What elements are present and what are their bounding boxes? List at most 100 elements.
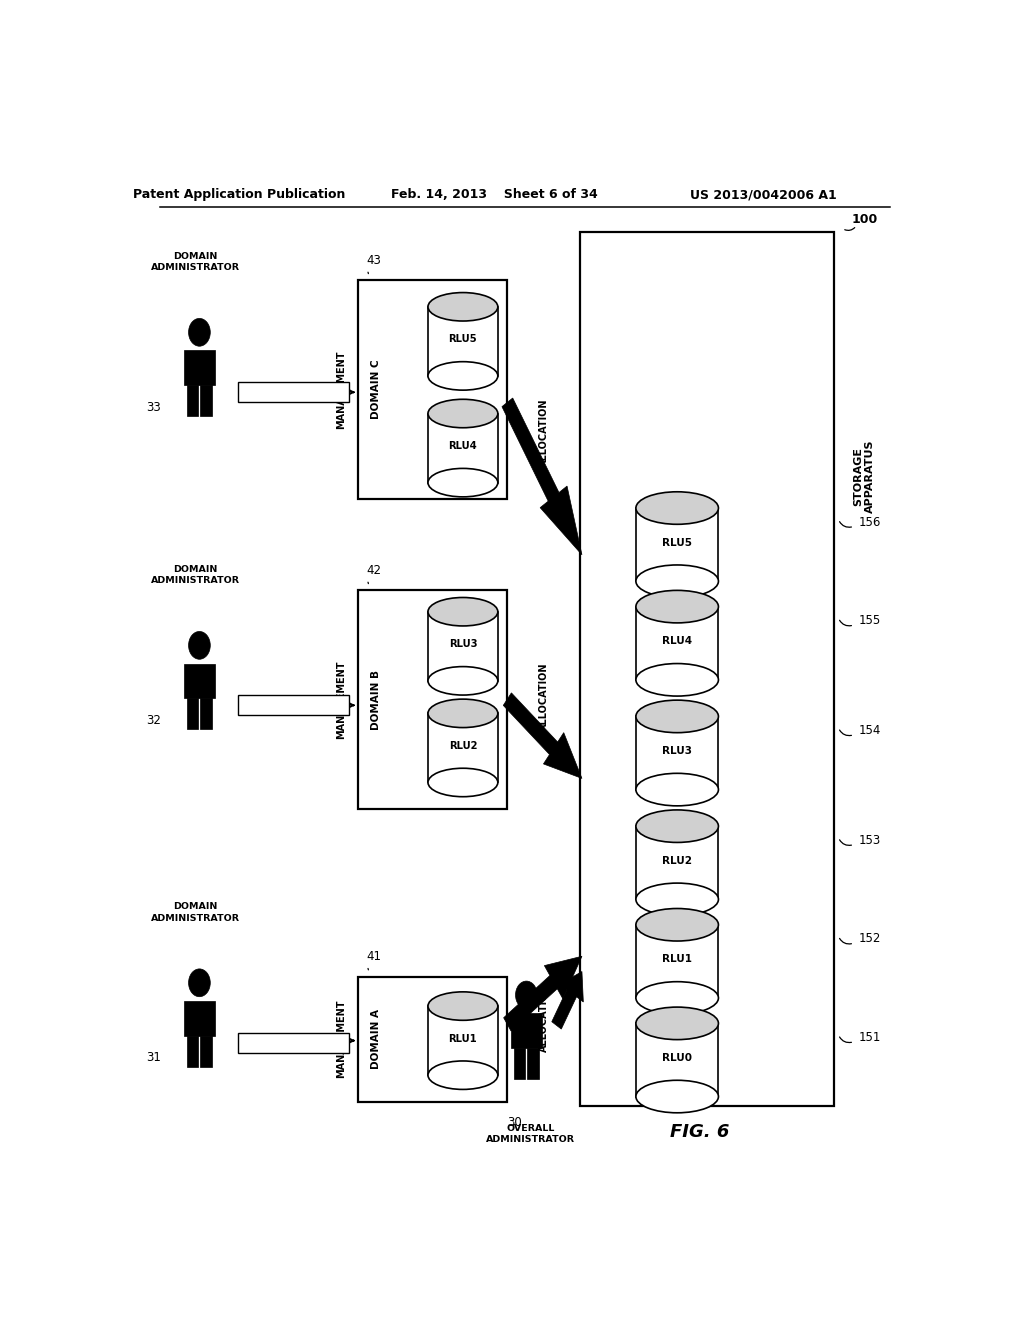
Polygon shape <box>552 972 584 1030</box>
Bar <box>636 508 719 581</box>
Text: 43: 43 <box>367 253 381 267</box>
Text: RLU2: RLU2 <box>663 855 692 866</box>
Text: STORAGE
APPARATUS: STORAGE APPARATUS <box>854 440 876 513</box>
Polygon shape <box>502 399 582 554</box>
Ellipse shape <box>428 293 498 321</box>
Bar <box>636 826 719 899</box>
Bar <box>636 717 719 789</box>
Bar <box>183 664 215 698</box>
Text: DOMAIN
ADMINISTRATOR: DOMAIN ADMINISTRATOR <box>151 903 240 923</box>
Text: MANAGEMENT: MANAGEMENT <box>336 999 346 1078</box>
Text: ALLOCATION: ALLOCATION <box>539 663 549 731</box>
Ellipse shape <box>428 362 498 391</box>
Text: 151: 151 <box>859 1031 882 1044</box>
Polygon shape <box>503 693 582 779</box>
Text: Feb. 14, 2013  Sheet 6 of 34: Feb. 14, 2013 Sheet 6 of 34 <box>391 189 598 202</box>
Text: 42: 42 <box>367 564 381 577</box>
Bar <box>201 385 212 416</box>
Bar <box>358 280 507 499</box>
Text: RLU4: RLU4 <box>449 441 477 451</box>
Ellipse shape <box>428 667 498 696</box>
Text: ALLOCATION: ALLOCATION <box>539 983 549 1052</box>
Text: 31: 31 <box>146 1052 162 1064</box>
Text: RLU5: RLU5 <box>663 537 692 548</box>
Bar <box>514 1048 525 1078</box>
Ellipse shape <box>636 1007 719 1040</box>
Text: RLU3: RLU3 <box>449 639 477 649</box>
Bar <box>511 1014 543 1048</box>
Text: RLU5: RLU5 <box>449 334 477 345</box>
Bar <box>238 696 348 715</box>
Text: DOMAIN
ADMINISTRATOR: DOMAIN ADMINISTRATOR <box>151 252 240 272</box>
Bar <box>187 1036 199 1067</box>
Ellipse shape <box>636 565 719 598</box>
Circle shape <box>188 969 210 997</box>
Text: RLU4: RLU4 <box>663 636 692 647</box>
Text: ALLOCATION: ALLOCATION <box>539 399 549 467</box>
Bar <box>428 413 498 483</box>
Text: DOMAIN B: DOMAIN B <box>371 669 381 730</box>
Ellipse shape <box>428 700 498 727</box>
Ellipse shape <box>636 1080 719 1113</box>
Ellipse shape <box>636 492 719 524</box>
Ellipse shape <box>636 810 719 842</box>
Text: DOMAIN C: DOMAIN C <box>371 360 381 420</box>
Text: RLU0: RLU0 <box>663 1053 692 1063</box>
Text: 100: 100 <box>851 213 878 226</box>
Text: 32: 32 <box>146 714 162 727</box>
Circle shape <box>188 631 210 659</box>
Text: 41: 41 <box>367 950 381 962</box>
Text: 156: 156 <box>859 516 882 529</box>
Text: US 2013/0042006 A1: US 2013/0042006 A1 <box>689 189 837 202</box>
Text: FIG. 6: FIG. 6 <box>670 1123 729 1140</box>
Bar <box>187 698 199 729</box>
Text: 33: 33 <box>146 401 162 414</box>
Ellipse shape <box>428 991 498 1020</box>
Bar <box>183 350 215 385</box>
Bar <box>428 713 498 783</box>
Text: MANAGEMENT: MANAGEMENT <box>336 350 346 429</box>
Ellipse shape <box>636 982 719 1014</box>
Ellipse shape <box>636 908 719 941</box>
Text: RLU3: RLU3 <box>663 746 692 756</box>
Ellipse shape <box>636 664 719 696</box>
Ellipse shape <box>428 1061 498 1089</box>
Bar <box>187 385 199 416</box>
Bar <box>201 1036 212 1067</box>
Text: OVERALL
ADMINISTRATOR: OVERALL ADMINISTRATOR <box>485 1125 574 1144</box>
Ellipse shape <box>636 883 719 916</box>
Bar <box>428 1006 498 1076</box>
Text: MANAGEMENT: MANAGEMENT <box>336 660 346 739</box>
Text: 155: 155 <box>859 614 882 627</box>
Bar <box>428 611 498 681</box>
Bar <box>238 381 348 403</box>
Text: RLU1: RLU1 <box>449 1034 477 1044</box>
Text: DOMAIN
ADMINISTRATOR: DOMAIN ADMINISTRATOR <box>151 565 240 585</box>
Ellipse shape <box>428 598 498 626</box>
Bar <box>527 1048 539 1078</box>
Ellipse shape <box>636 590 719 623</box>
Bar <box>428 306 498 376</box>
Circle shape <box>188 318 210 346</box>
Ellipse shape <box>636 700 719 733</box>
Text: 154: 154 <box>859 725 882 737</box>
Bar <box>636 1023 719 1097</box>
Bar <box>183 1001 215 1036</box>
Bar <box>358 977 507 1102</box>
Bar <box>636 607 719 680</box>
Text: RLU1: RLU1 <box>663 954 692 965</box>
Text: 30: 30 <box>508 1115 522 1129</box>
Text: RLU2: RLU2 <box>449 741 477 751</box>
Text: DOMAIN A: DOMAIN A <box>371 1008 381 1069</box>
Bar <box>201 698 212 729</box>
Bar <box>238 1032 348 1053</box>
Text: 152: 152 <box>859 932 882 945</box>
Ellipse shape <box>428 768 498 797</box>
Ellipse shape <box>636 774 719 805</box>
Circle shape <box>515 981 538 1008</box>
Bar <box>636 925 719 998</box>
Bar <box>581 231 835 1106</box>
Ellipse shape <box>428 469 498 496</box>
Text: 153: 153 <box>859 834 882 847</box>
Ellipse shape <box>428 399 498 428</box>
